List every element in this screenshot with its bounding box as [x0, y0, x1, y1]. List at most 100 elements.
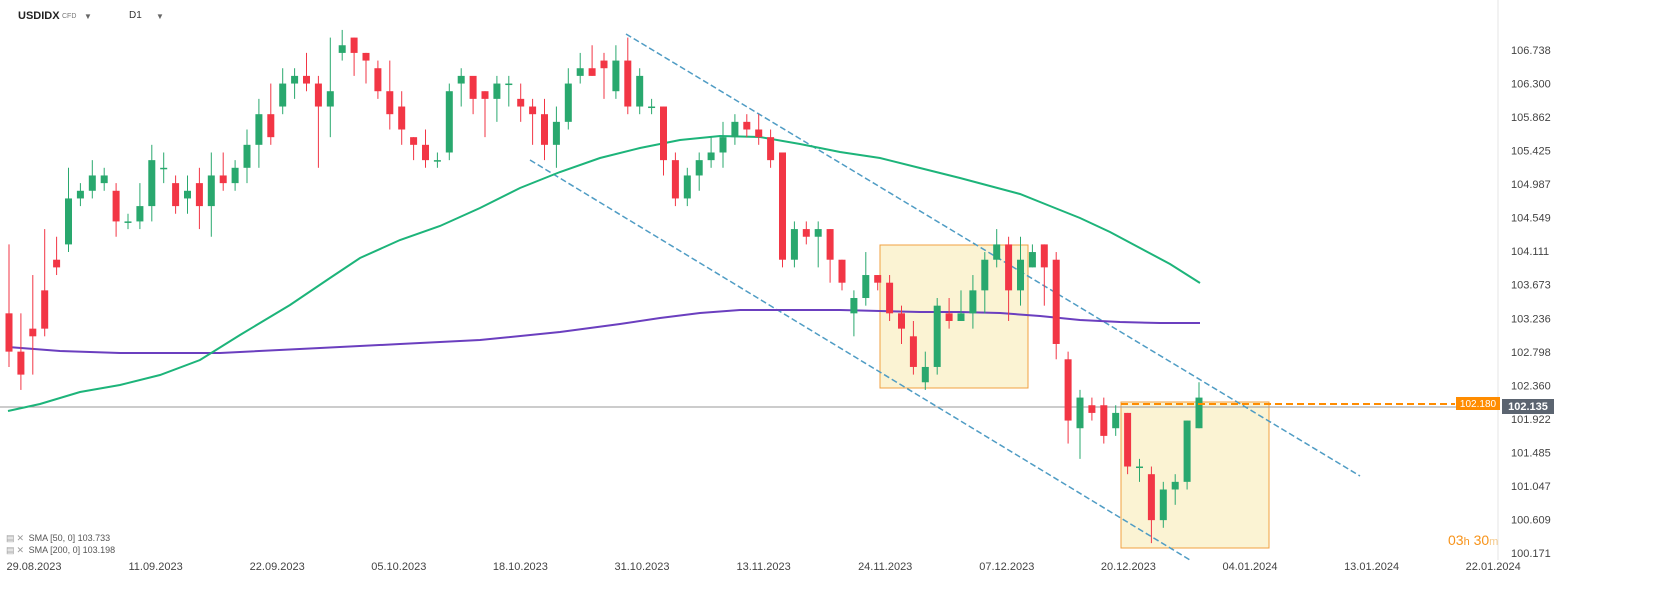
candle-body: [683, 175, 691, 199]
candle-body: [148, 160, 156, 207]
x-tick-label: 31.10.2023: [614, 561, 669, 573]
candle-body: [350, 37, 358, 53]
candle-body: [445, 91, 453, 153]
candle-body: [1147, 474, 1155, 521]
candle-body: [886, 282, 894, 314]
candle-body: [124, 221, 132, 223]
candle-body: [172, 183, 180, 207]
candle-body: [921, 366, 929, 383]
y-tick-label: 106.300: [1511, 79, 1551, 91]
candle-body: [65, 198, 72, 245]
candle-body: [505, 83, 513, 86]
candle-body: [41, 290, 49, 329]
candle-body: [112, 190, 120, 222]
candle-body: [481, 91, 489, 99]
candle-body: [88, 175, 96, 191]
candle-body: [398, 106, 406, 130]
candle-body: [517, 98, 525, 107]
trend-channel-line: [625, 33, 1361, 477]
candle-body: [802, 229, 810, 237]
y-tick-label: 105.862: [1511, 112, 1551, 124]
symbol-label[interactable]: USDIDX: [18, 10, 60, 22]
candle-body: [767, 137, 775, 161]
candle-body: [648, 106, 656, 109]
candle-body: [1005, 244, 1013, 291]
y-tick-label: 100.609: [1511, 514, 1551, 526]
candle-body: [695, 160, 703, 176]
candle-body: [933, 305, 941, 367]
candle-body: [874, 275, 882, 283]
y-tick-label: 104.549: [1511, 213, 1551, 225]
candle-body: [612, 60, 620, 92]
candle-body: [957, 313, 965, 321]
timeframe-label[interactable]: D1: [129, 10, 142, 21]
remove-icon[interactable]: ✕: [16, 545, 25, 555]
candle-countdown-timer: 03h 30m: [1448, 532, 1499, 548]
candle-body: [433, 160, 441, 162]
candle-body: [457, 75, 465, 84]
candle-body: [243, 144, 251, 168]
candle-body: [588, 68, 596, 76]
remove-icon[interactable]: ✕: [16, 533, 25, 543]
x-tick-label: 29.08.2023: [6, 561, 61, 573]
symbol-chevron-down-icon[interactable]: ▼: [84, 12, 92, 21]
ask-price-tag: [1456, 397, 1500, 410]
legend-sma50-label: SMA [50, 0] 103.733: [28, 533, 111, 543]
candle-body: [707, 152, 715, 161]
candle-body: [207, 175, 215, 207]
candle-body: [1124, 412, 1132, 467]
y-tick-label: 104.111: [1511, 246, 1549, 258]
x-tick-label: 07.12.2023: [979, 561, 1034, 573]
candle-body: [576, 68, 584, 76]
candle-body: [529, 106, 537, 115]
y-tick-label: 105.425: [1511, 146, 1551, 158]
candle-body: [314, 83, 322, 107]
candle-body: [17, 351, 25, 375]
candle-body: [969, 290, 977, 314]
x-tick-label: 13.11.2023: [736, 561, 790, 573]
candle-body: [790, 229, 798, 260]
candle-body: [291, 75, 299, 84]
candle-body: [1183, 420, 1191, 482]
candle-body: [160, 167, 168, 170]
settings-icon[interactable]: ▤: [6, 545, 15, 555]
candle-body: [1088, 405, 1096, 413]
candle-body: [945, 313, 953, 321]
candle-body: [636, 75, 644, 107]
candle-body: [362, 52, 370, 61]
candle-body: [898, 313, 905, 329]
candle-body: [719, 137, 727, 153]
candle-body: [1028, 252, 1036, 268]
candle-body: [660, 106, 667, 161]
highlight-box: [1120, 401, 1270, 549]
candle-body: [267, 114, 275, 138]
candle-body: [743, 121, 751, 130]
x-tick-label: 04.01.2024: [1222, 561, 1277, 573]
candle-body: [814, 229, 822, 237]
x-tick-label: 22.01.2024: [1466, 561, 1521, 573]
timeframe-chevron-down-icon[interactable]: ▼: [156, 12, 164, 21]
bid-price-tag: [1502, 399, 1554, 414]
candle-body: [862, 275, 870, 299]
candle-body: [326, 91, 334, 107]
bid-price-label: 102.135: [1508, 401, 1548, 413]
candle-body: [1159, 489, 1167, 521]
candle-body: [564, 83, 572, 122]
y-tick-label: 104.987: [1511, 179, 1551, 191]
legend-sma200-label: SMA [200, 0] 103.198: [28, 545, 116, 555]
candle-body: [374, 68, 382, 92]
y-tick-label: 102.798: [1511, 347, 1551, 359]
x-tick-label: 20.12.2023: [1101, 561, 1156, 573]
y-tick-label: 100.171: [1511, 548, 1551, 560]
y-tick-label: 102.360: [1511, 380, 1551, 392]
candle-body: [303, 75, 310, 84]
x-tick-label: 18.10.2023: [493, 561, 548, 573]
legend-sma50[interactable]: ▤ ✕ SMA [50, 0] 103.733: [6, 533, 110, 544]
candle-body: [219, 175, 227, 184]
candle-body: [600, 60, 608, 69]
candle-body: [981, 259, 989, 291]
settings-icon[interactable]: ▤: [6, 533, 15, 543]
candle-body: [909, 336, 917, 367]
legend-sma200[interactable]: ▤ ✕ SMA [200, 0] 103.198: [6, 545, 115, 556]
